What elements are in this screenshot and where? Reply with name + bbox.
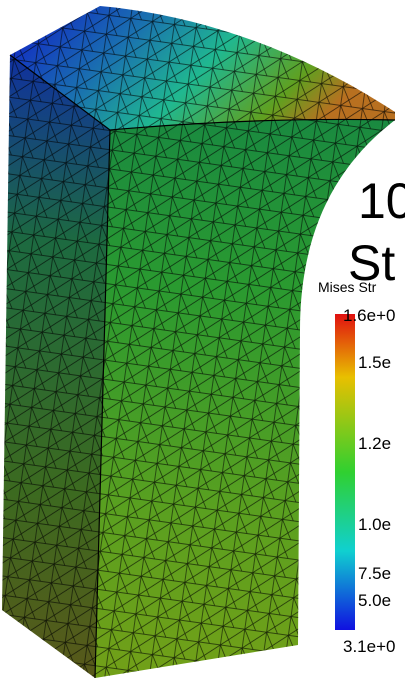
colorbar-tick-label: 7.5e xyxy=(358,564,391,583)
colorbar-title: Mises Str xyxy=(318,279,377,295)
title-line: St xyxy=(348,235,395,291)
colorbar-tick-label: 1.5e xyxy=(358,353,391,372)
title-line: 10 xyxy=(358,173,405,229)
colorbar-tick-label: 1.6e+0 xyxy=(343,306,395,325)
mesh-body xyxy=(2,6,396,679)
colorbar-tick-label: 1.0e xyxy=(358,515,391,534)
colorbar xyxy=(335,314,355,630)
colorbar-tick-label: 3.1e+0 xyxy=(343,637,395,656)
colorbar-tick-label: 5.0e xyxy=(358,591,391,610)
colorbar-tick-label: 1.2e xyxy=(358,434,391,453)
